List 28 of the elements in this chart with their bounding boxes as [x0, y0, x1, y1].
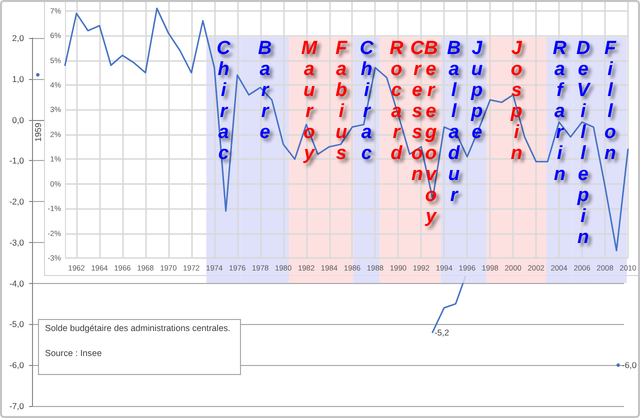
band-label: Fillon [600, 38, 621, 164]
band-label: Mauroy [298, 38, 320, 164]
y-tick-label: -1,0 [9, 156, 24, 166]
x-tick-label: 1959 [32, 122, 43, 142]
y-tick-label: 1,0 [12, 74, 24, 84]
y-tick-label: -7,0 [9, 401, 24, 411]
annotation: Solde budgétaire des administrations centrales. [45, 323, 232, 334]
annotation: Source : Insee [45, 348, 103, 359]
data-label: -6,0 [622, 360, 637, 370]
band-label: Rocard [386, 38, 407, 164]
y-tick-label: -5,0 [9, 319, 24, 330]
band-label: Barre [254, 38, 276, 143]
band-label: Juppe [466, 38, 488, 143]
y-tick-label: -3,0 [9, 237, 24, 248]
band-label: Chirac [213, 38, 234, 164]
data-label: -5,2 [434, 327, 450, 338]
y-tick-label: -4,0 [9, 278, 24, 288]
band-label: Jospin [506, 38, 528, 164]
band-label: DeVillepin [572, 38, 594, 248]
band-label: Chirac [356, 38, 378, 164]
y-tick-label: 2,0 [12, 33, 24, 43]
band-label: Rafarin [549, 38, 570, 185]
y-tick-label: -6,0 [9, 360, 24, 370]
y-tick-label: -2,0 [9, 196, 24, 207]
band-label: Fabius [330, 38, 352, 164]
band-label: Balladur [443, 38, 464, 206]
note-box: Solde budgétaire des administrations centrales. Source : Insee [38, 319, 241, 375]
y-tick-label: 0,0 [12, 114, 24, 125]
